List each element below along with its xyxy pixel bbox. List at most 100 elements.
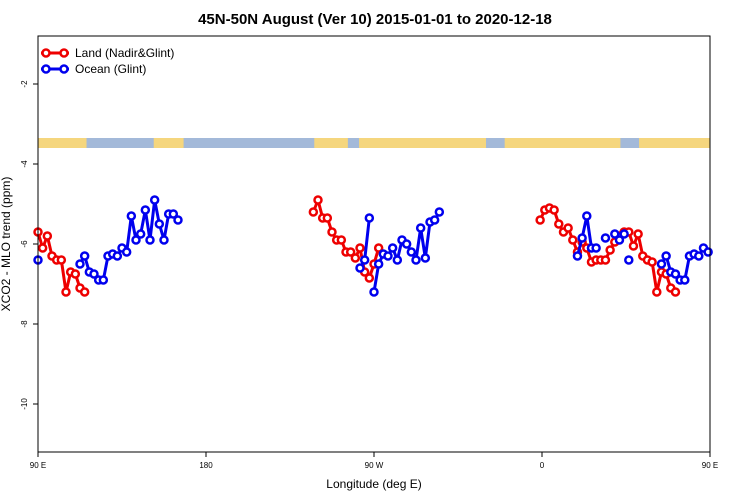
data-point [572, 251, 583, 261]
land-band [153, 138, 184, 148]
data-point [364, 273, 375, 283]
data-point [680, 275, 690, 285]
data-point [345, 247, 356, 257]
x-tick-label: 0 [540, 461, 545, 470]
data-point [628, 241, 639, 251]
data-point [364, 213, 375, 223]
data-point [56, 255, 67, 265]
data-point [173, 215, 183, 225]
data-point [350, 253, 361, 263]
data-point [392, 255, 403, 265]
data-point [652, 287, 662, 297]
land-ocean-strip [38, 138, 710, 148]
data-point [549, 205, 559, 215]
data-point [359, 255, 370, 265]
data-point [42, 231, 53, 241]
data-point [112, 251, 123, 261]
legend-marker [41, 64, 51, 74]
legend-label: Ocean (Glint) [75, 62, 146, 76]
y-axis-label: XCO2 - MLO trend (ppm) [0, 177, 13, 312]
series-ocean [33, 195, 713, 297]
data-point [619, 229, 629, 239]
data-point [554, 219, 564, 229]
data-point [308, 207, 319, 217]
legend-marker [59, 64, 69, 74]
data-point [89, 269, 99, 279]
legend-label: Land (Nadir&Glint) [75, 46, 174, 60]
data-point [355, 263, 365, 273]
data-point [121, 247, 132, 257]
land-band [504, 138, 621, 148]
data-point [373, 259, 384, 269]
data-point [610, 229, 620, 239]
data-point [591, 243, 601, 253]
data-point [70, 269, 81, 279]
y-tick-label: -4 [20, 160, 29, 168]
data-point [406, 247, 417, 257]
data-point [98, 275, 109, 285]
land-band [314, 138, 348, 148]
data-point [159, 235, 169, 245]
data-point [434, 207, 445, 217]
data-point [373, 243, 384, 253]
y-tick-label: -6 [20, 240, 29, 248]
data-point [600, 255, 611, 265]
land-band [639, 138, 710, 148]
data-point [670, 269, 681, 279]
data-point [61, 287, 71, 297]
x-axis: 90 E 180 90 W 0 90 E [30, 452, 718, 470]
data-point [600, 233, 611, 243]
data-point [135, 229, 146, 239]
data-point [582, 211, 592, 221]
data-point [429, 215, 440, 225]
y-axis: -2 -4 -6 -8 -10 [20, 80, 38, 410]
land-band [38, 138, 87, 148]
data-point [145, 235, 155, 245]
data-point [140, 205, 151, 215]
data-point [694, 251, 704, 261]
data-point [75, 259, 85, 269]
legend-marker [59, 48, 69, 58]
series-line [311, 198, 381, 280]
data-point [647, 257, 657, 267]
data-point [656, 259, 667, 269]
data-point [568, 235, 578, 245]
data-point [126, 211, 137, 221]
series-layer [33, 195, 713, 297]
data-point [369, 287, 379, 297]
data-point [336, 235, 347, 245]
data-point [614, 235, 625, 245]
data-point [355, 243, 365, 253]
y-tick-label: -10 [20, 398, 29, 410]
data-point [327, 227, 337, 237]
x-tick-label: 90 E [702, 461, 718, 470]
data-point [661, 251, 671, 261]
data-point [168, 209, 179, 219]
data-point [149, 195, 160, 205]
data-point [154, 219, 165, 229]
data-point [131, 235, 141, 245]
x-tick-label: 90 W [365, 461, 384, 470]
data-point [383, 251, 393, 261]
data-point [703, 247, 713, 257]
data-point [577, 233, 587, 243]
data-point [387, 243, 398, 253]
legend: Land (Nadir&Glint) Ocean (Glint) [41, 46, 174, 76]
y-tick-label: -8 [20, 320, 29, 328]
data-point [79, 251, 90, 261]
chart-title: 45N-50N August (Ver 10) 2015-01-01 to 20… [198, 11, 552, 28]
data-point [535, 215, 545, 225]
data-point [322, 213, 333, 223]
data-point [79, 287, 90, 297]
data-point [670, 287, 681, 297]
legend-marker [41, 48, 51, 58]
x-tick-label: 90 E [30, 461, 46, 470]
data-point [605, 245, 615, 255]
x-axis-label: Longitude (deg E) [326, 477, 421, 491]
y-tick-label: -2 [20, 80, 29, 88]
data-point [624, 255, 634, 265]
data-point [313, 195, 323, 205]
data-point [37, 243, 48, 253]
x-tick-label: 180 [199, 461, 213, 470]
